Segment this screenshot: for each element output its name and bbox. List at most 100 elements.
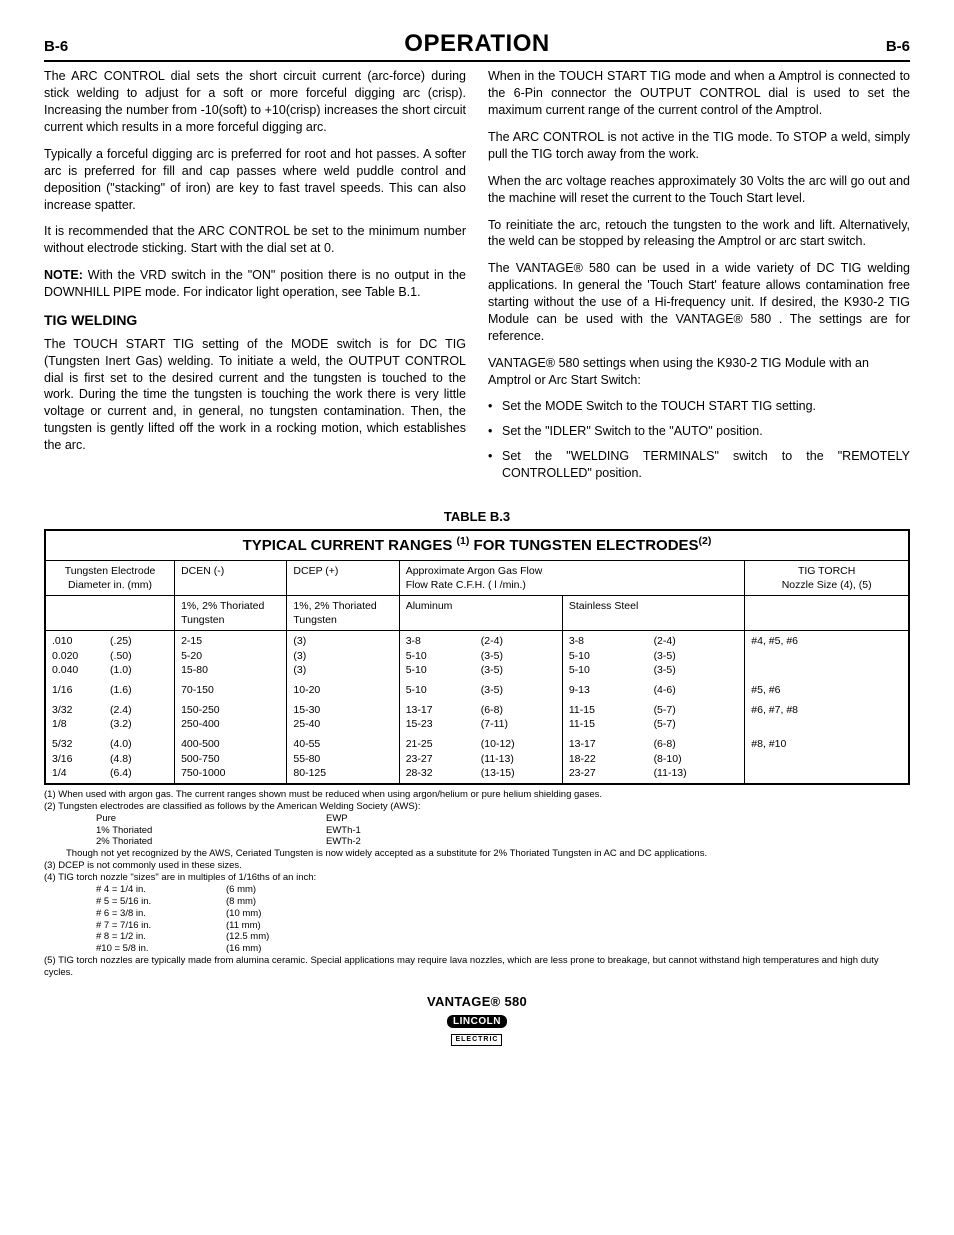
- right-p6: VANTAGE® 580 settings when using the K93…: [488, 355, 910, 389]
- right-p3: When the arc voltage reaches approximate…: [488, 173, 910, 207]
- cell-dcep: 10-20: [287, 680, 399, 700]
- cell-dcep: (3)(3)(3): [287, 631, 399, 680]
- th-ss: Stainless Steel: [562, 596, 744, 631]
- cell-diameter: .010(.25)0.020(.50)0.040(1.0): [45, 631, 175, 680]
- th-thor-2: 1%, 2% Thoriated Tungsten: [287, 596, 399, 631]
- bullet-2: •Set the "IDLER" Switch to the "AUTO" po…: [488, 423, 910, 440]
- left-p3: It is recommended that the ARC CONTROL b…: [44, 223, 466, 257]
- th-blank-2: [745, 596, 909, 631]
- cell-diameter: 1/16(1.6): [45, 680, 175, 700]
- class-row: 1% ThoriatedEWTh-1: [44, 825, 910, 837]
- footnote-1: (1) When used with argon gas. The curren…: [44, 789, 910, 801]
- cell-diameter: 3/32(2.4)1/8(3.2): [45, 700, 175, 734]
- table-row: .010(.25)0.020(.50)0.040(1.0)2-155-2015-…: [45, 631, 909, 680]
- right-p5: The VANTAGE® 580 can be used in a wide v…: [488, 260, 910, 344]
- th-torch-2: Nozzle Size (4), (5): [782, 579, 872, 591]
- bullet-2-text: Set the "IDLER" Switch to the "AUTO" pos…: [502, 423, 910, 440]
- table-title-sup1: (1): [457, 535, 470, 547]
- left-p4: The TOUCH START TIG setting of the MODE …: [44, 336, 466, 454]
- table-row: 5/32(4.0)3/16(4.8)1/4(6.4)400-500500-750…: [45, 734, 909, 784]
- size-row: # 5 = 5/16 in.(8 mm): [44, 896, 910, 908]
- size-row: # 7 = 7/16 in.(11 mm): [44, 920, 910, 932]
- th-dcen: DCEN (-): [175, 560, 287, 595]
- cell-dcep: 40-5555-8080-125: [287, 734, 399, 784]
- left-p2: Typically a forceful digging arc is pref…: [44, 146, 466, 214]
- bullet-dot: •: [488, 398, 502, 415]
- th-electrode-2: Diameter in. (mm): [68, 579, 152, 591]
- page-footer: VANTAGE® 580 LINCOLN ELECTRIC: [44, 993, 910, 1046]
- th-gas-2: Flow Rate C.F.H. ( l /min.): [406, 579, 526, 591]
- cell-stainless: 13-17(6-8)18-22(8-10)23-27(11-13): [562, 734, 744, 784]
- cell-aluminum: 3-8(2-4)5-10(3-5)5-10(3-5): [399, 631, 562, 680]
- header-left: B-6: [44, 37, 68, 57]
- th-blank-1: [45, 596, 175, 631]
- left-p1: The ARC CONTROL dial sets the short circ…: [44, 68, 466, 136]
- table-caption: TABLE B.3: [44, 508, 910, 526]
- th-dcep: DCEP (+): [287, 560, 399, 595]
- right-p2: The ARC CONTROL is not active in the TIG…: [488, 129, 910, 163]
- right-p1: When in the TOUCH START TIG mode and whe…: [488, 68, 910, 119]
- lincoln-sub: ELECTRIC: [451, 1034, 502, 1045]
- bullet-3-text: Set the "WELDING TERMINALS" switch to th…: [502, 448, 910, 482]
- electrode-table: TYPICAL CURRENT RANGES (1) FOR TUNGSTEN …: [44, 529, 910, 784]
- footnote-4: (4) TIG torch nozzle "sizes" are in mult…: [44, 872, 910, 884]
- table-title-row: TYPICAL CURRENT RANGES (1) FOR TUNGSTEN …: [45, 530, 909, 560]
- th-torch: TIG TORCH Nozzle Size (4), (5): [745, 560, 909, 595]
- bullet-1-text: Set the MODE Switch to the TOUCH START T…: [502, 398, 910, 415]
- cell-nozzle: #4, #5, #6: [745, 631, 909, 680]
- bullet-3: •Set the "WELDING TERMINALS" switch to t…: [488, 448, 910, 482]
- tig-heading: TIG WELDING: [44, 311, 466, 330]
- table-row: 1/16(1.6)70-15010-205-10(3-5)9-13(4-6)#5…: [45, 680, 909, 700]
- size-row: # 6 = 3/8 in.(10 mm): [44, 908, 910, 920]
- cell-stainless: 9-13(4-6): [562, 680, 744, 700]
- cell-nozzle: #8, #10: [745, 734, 909, 784]
- th-gas-1: Approximate Argon Gas Flow: [406, 565, 543, 577]
- class-list: PureEWP1% ThoriatedEWTh-12% ThoriatedEWT…: [44, 813, 910, 849]
- cell-aluminum: 13-17(6-8)15-23(7-11): [399, 700, 562, 734]
- table-header-row-1: Tungsten Electrode Diameter in. (mm) DCE…: [45, 560, 909, 595]
- right-column: When in the TOUCH START TIG mode and whe…: [488, 68, 910, 490]
- lincoln-logo: LINCOLN ELECTRIC: [447, 1012, 507, 1046]
- size-list: # 4 = 1/4 in.(6 mm)# 5 = 5/16 in.(8 mm)#…: [44, 884, 910, 955]
- cell-aluminum: 5-10(3-5): [399, 680, 562, 700]
- cell-stainless: 3-8(2-4)5-10(3-5)5-10(3-5): [562, 631, 744, 680]
- cell-dcen: 400-500500-750750-1000: [175, 734, 287, 784]
- th-electrode-1: Tungsten Electrode: [65, 565, 156, 577]
- table-body: .010(.25)0.020(.50)0.040(1.0)2-155-2015-…: [45, 631, 909, 784]
- body-columns: The ARC CONTROL dial sets the short circ…: [44, 68, 910, 490]
- bullet-dot: •: [488, 448, 502, 482]
- cell-nozzle: #5, #6: [745, 680, 909, 700]
- size-row: # 8 = 1/2 in.(12.5 mm): [44, 931, 910, 943]
- cell-nozzle: #6, #7, #8: [745, 700, 909, 734]
- header-right: B-6: [886, 37, 910, 57]
- footnote-3: (3) DCEP is not commonly used in these s…: [44, 860, 910, 872]
- table-title-mid: FOR TUNGSTEN ELECTRODES: [469, 537, 698, 554]
- th-thor-1: 1%, 2% Thoriated Tungsten: [175, 596, 287, 631]
- size-row: # 4 = 1/4 in.(6 mm): [44, 884, 910, 896]
- cell-dcen: 150-250250-400: [175, 700, 287, 734]
- footnotes: (1) When used with argon gas. The curren…: [44, 789, 910, 979]
- table-header-row-2: 1%, 2% Thoriated Tungsten 1%, 2% Thoriat…: [45, 596, 909, 631]
- cell-stainless: 11-15(5-7)11-15(5-7): [562, 700, 744, 734]
- bullet-1: •Set the MODE Switch to the TOUCH START …: [488, 398, 910, 415]
- class-row: PureEWP: [44, 813, 910, 825]
- footer-model: VANTAGE® 580: [44, 993, 910, 1011]
- cell-dcen: 2-155-2015-80: [175, 631, 287, 680]
- footnote-5: (5) TIG torch nozzles are typically made…: [44, 955, 910, 979]
- size-row: #10 = 5/8 in.(16 mm): [44, 943, 910, 955]
- note-label: NOTE:: [44, 268, 83, 282]
- cell-diameter: 5/32(4.0)3/16(4.8)1/4(6.4): [45, 734, 175, 784]
- class-row: 2% ThoriatedEWTh-2: [44, 836, 910, 848]
- th-electrode: Tungsten Electrode Diameter in. (mm): [45, 560, 175, 595]
- table-title-sup2: (2): [699, 535, 712, 547]
- cell-dcep: 15-3025-40: [287, 700, 399, 734]
- page-header: B-6 OPERATION B-6: [44, 28, 910, 62]
- table-title-pre: TYPICAL CURRENT RANGES: [243, 537, 457, 554]
- table-row: 3/32(2.4)1/8(3.2)150-250250-40015-3025-4…: [45, 700, 909, 734]
- lincoln-brand: LINCOLN: [447, 1015, 507, 1028]
- table-title: TYPICAL CURRENT RANGES (1) FOR TUNGSTEN …: [45, 530, 909, 560]
- th-torch-1: TIG TORCH: [798, 565, 855, 577]
- header-title: OPERATION: [404, 28, 549, 60]
- left-column: The ARC CONTROL dial sets the short circ…: [44, 68, 466, 490]
- right-p4: To reinitiate the arc, retouch the tungs…: [488, 217, 910, 251]
